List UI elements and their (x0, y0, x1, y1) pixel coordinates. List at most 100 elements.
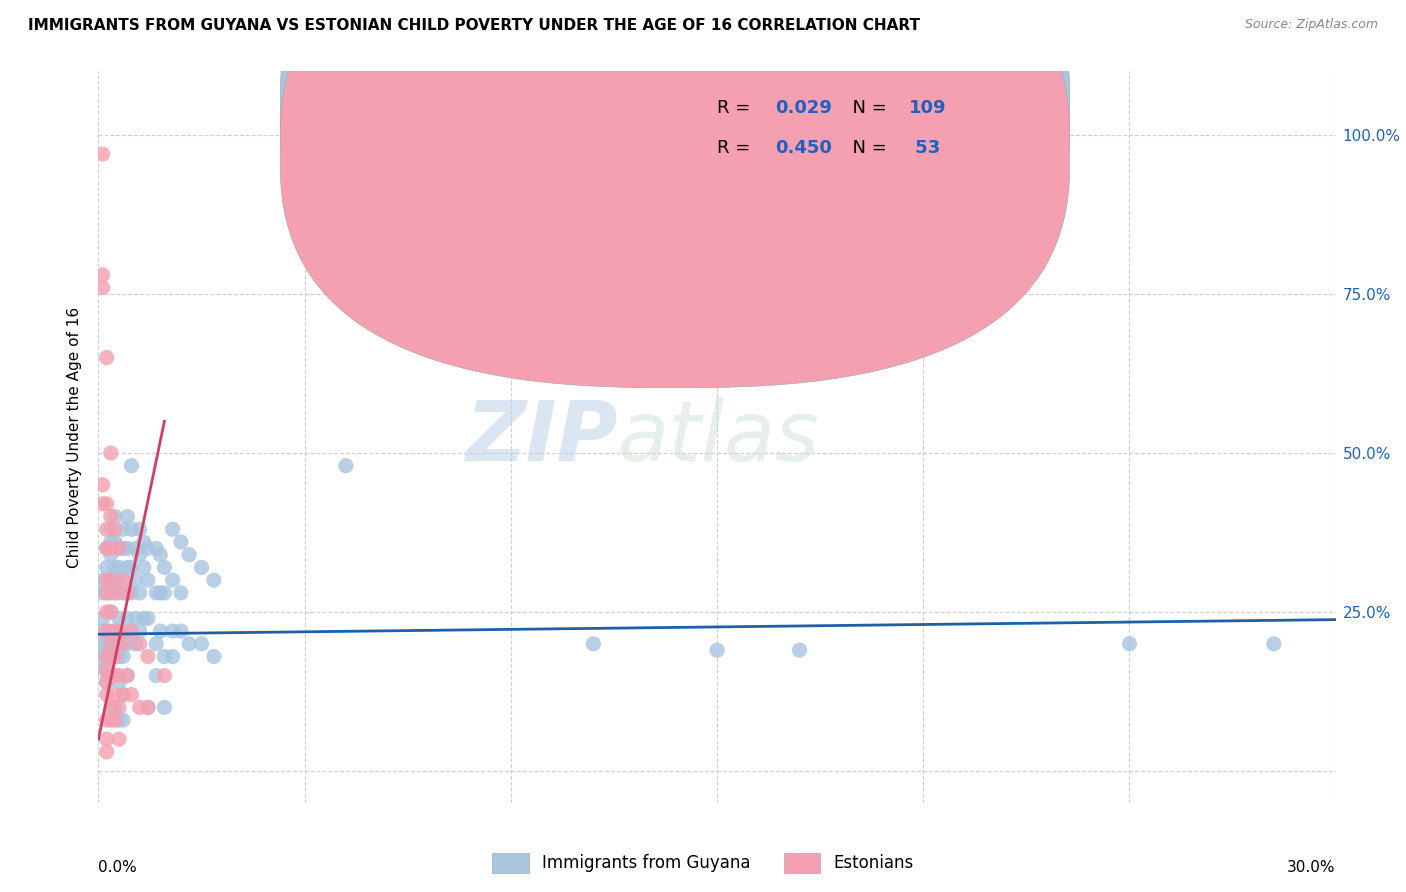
Point (112, 573, 135, 587)
Point (153, 649, 176, 664)
FancyBboxPatch shape (637, 82, 970, 174)
Point (104, 624, 127, 638)
Point (162, 624, 184, 638)
Text: IMMIGRANTS FROM GUYANA VS ESTONIAN CHILD POVERTY UNDER THE AGE OF 16 CORRELATION: IMMIGRANTS FROM GUYANA VS ESTONIAN CHILD… (28, 18, 920, 33)
Point (96, 675, 118, 690)
Point (1263, 637, 1285, 651)
Point (162, 649, 184, 664)
Point (117, 637, 139, 651)
Point (149, 548, 172, 562)
Point (104, 700, 127, 714)
Point (96, 586, 118, 600)
Point (100, 541, 122, 556)
Point (100, 605, 122, 619)
Point (108, 560, 131, 574)
Point (91, 573, 114, 587)
Point (202, 573, 225, 587)
Point (100, 573, 122, 587)
Point (108, 713, 131, 727)
Point (179, 548, 201, 562)
Point (108, 649, 131, 664)
Point (112, 637, 135, 651)
Point (108, 624, 131, 638)
Point (108, 732, 131, 747)
Point (104, 586, 127, 600)
Text: 53: 53 (908, 139, 941, 157)
FancyBboxPatch shape (280, 0, 1070, 348)
Point (104, 509, 127, 524)
Point (112, 649, 135, 664)
Point (145, 637, 167, 651)
Point (91, 586, 114, 600)
Point (96, 637, 118, 651)
Point (91, 624, 114, 638)
Point (145, 668, 167, 682)
Point (96, 649, 118, 664)
Point (117, 586, 139, 600)
Point (100, 446, 122, 460)
Point (117, 668, 139, 682)
Point (91, 280, 114, 294)
Point (136, 700, 159, 714)
Point (202, 649, 225, 664)
Point (145, 586, 167, 600)
Point (108, 541, 131, 556)
Point (128, 700, 150, 714)
Text: Source: ZipAtlas.com: Source: ZipAtlas.com (1244, 18, 1378, 31)
Point (120, 560, 142, 574)
Point (96, 522, 118, 536)
Point (91, 268, 114, 282)
Point (100, 624, 122, 638)
Point (120, 586, 142, 600)
Point (108, 611, 131, 625)
Point (582, 637, 605, 651)
Point (170, 535, 193, 549)
Point (108, 675, 131, 690)
Point (1118, 637, 1140, 651)
Text: N =: N = (841, 139, 893, 157)
Text: R =: R = (717, 99, 756, 117)
Point (91, 147, 114, 161)
Point (117, 509, 139, 524)
Point (104, 668, 127, 682)
Point (117, 560, 139, 574)
Point (108, 586, 131, 600)
Point (789, 643, 811, 657)
Point (91, 497, 114, 511)
Point (136, 611, 159, 625)
Point (112, 541, 135, 556)
Point (96, 662, 118, 676)
Point (96, 624, 118, 638)
Point (153, 586, 176, 600)
Point (100, 522, 122, 536)
Point (162, 522, 184, 536)
Point (112, 586, 135, 600)
Point (104, 522, 127, 536)
Point (108, 700, 131, 714)
Point (117, 668, 139, 682)
Point (120, 624, 142, 638)
Text: atlas: atlas (619, 397, 820, 477)
Point (179, 637, 201, 651)
Point (136, 700, 159, 714)
Point (120, 522, 142, 536)
Point (136, 541, 159, 556)
Point (190, 637, 212, 651)
Point (100, 535, 122, 549)
Point (96, 541, 118, 556)
Text: 0.029: 0.029 (775, 99, 832, 117)
Point (120, 624, 142, 638)
Point (100, 637, 122, 651)
Point (100, 649, 122, 664)
Point (96, 573, 118, 587)
Point (149, 624, 172, 638)
Point (96, 605, 118, 619)
Point (112, 522, 135, 536)
Point (128, 637, 150, 651)
Point (136, 573, 159, 587)
Point (91, 662, 114, 676)
Point (117, 611, 139, 625)
Text: ZIP: ZIP (465, 397, 619, 477)
Point (100, 700, 122, 714)
Point (100, 713, 122, 727)
